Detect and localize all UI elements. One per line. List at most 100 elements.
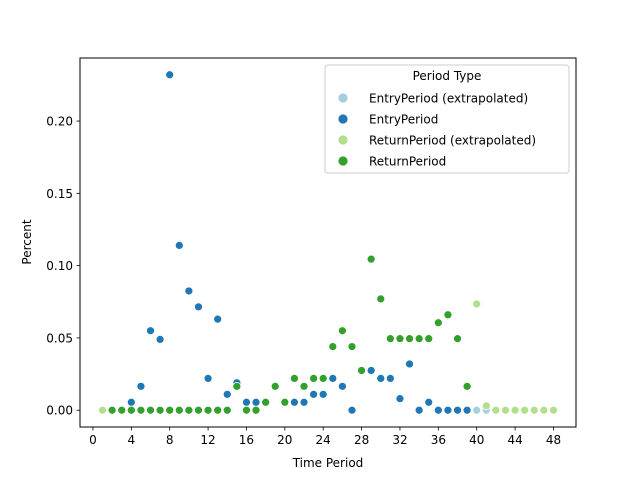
data-point [539,405,549,415]
data-point [261,397,271,407]
data-point [318,374,328,383]
legend-label: ReturnPeriod (extrapolated) [369,134,536,148]
data-point [146,405,155,415]
data-point [203,374,213,383]
data-point [194,302,203,312]
data-point [146,326,155,336]
data-point [213,405,223,415]
data-point [443,310,453,320]
y-axis: 0.00 0.05 0.10 0.15 0.20 [46,115,80,418]
data-point [213,314,223,324]
data-point [414,334,424,344]
series-1 [126,70,472,415]
legend-title: Period Type [413,69,482,83]
legend-marker [337,92,349,104]
y-tick-label: 0.10 [46,259,73,273]
x-tick-label: 32 [392,433,407,447]
x-tick-label: 36 [431,433,446,447]
data-point [501,405,510,415]
data-point [385,334,395,344]
x-tick-label: 12 [200,433,215,447]
data-point [184,286,194,296]
data-point [462,405,472,415]
x-tick-label: 16 [239,433,254,447]
data-point [203,405,213,415]
data-point [251,405,261,415]
data-point [424,334,434,344]
data-point [462,381,472,391]
data-point [155,405,165,415]
data-point [290,397,299,407]
data-point [481,401,491,411]
data-point [520,405,530,415]
data-point [299,381,309,391]
x-axis-label: Time Period [292,456,364,470]
data-point [242,397,251,407]
x-tick-label: 48 [546,433,561,447]
legend-label: EntryPeriod (extrapolated) [369,92,528,106]
data-point [357,366,366,375]
data-point [366,254,376,264]
data-point [222,389,232,399]
legend-box [324,64,570,174]
y-tick-label: 0.20 [46,115,73,129]
y-tick-label: 0.05 [46,331,73,345]
data-point [98,405,107,415]
data-point [318,389,328,399]
data-point [184,405,194,415]
data-point [270,381,280,391]
data-point [395,334,405,344]
legend-marker [337,134,349,146]
legend: Period Type EntryPeriod (extrapolated) En… [324,64,570,174]
series-3 [107,254,472,415]
data-point [376,374,386,383]
data-point [405,334,414,344]
data-point [414,405,424,415]
y-tick-label: 0.15 [46,187,73,201]
data-point [347,342,357,351]
data-point [491,405,501,415]
x-tick-label: 20 [277,433,292,447]
x-tick-label: 28 [354,433,369,447]
data-point [433,318,443,328]
data-point [405,359,414,369]
data-point [251,397,261,407]
data-point [222,405,232,415]
x-tick-label: 40 [469,433,484,447]
x-tick-label: 4 [128,433,136,447]
y-tick-label: 0.00 [46,404,73,418]
data-point [309,389,318,399]
data-point [174,405,184,415]
data-point [107,405,117,415]
data-point [126,397,136,407]
data-point [433,405,443,415]
data-point [453,405,462,415]
x-tick-label: 0 [89,433,97,447]
data-point [453,334,462,344]
data-point [290,374,299,383]
plot-area [98,70,558,415]
data-point [136,405,146,415]
data-point [347,405,357,415]
y-axis-label: Percent [20,219,34,264]
x-tick-label: 44 [507,433,522,447]
data-point [299,397,309,407]
legend-label: ReturnPeriod [369,155,446,169]
data-point [117,405,127,415]
data-point [376,294,386,304]
data-point [280,397,290,407]
data-point [395,394,405,404]
data-point [165,70,175,80]
data-point [472,405,482,415]
data-point [232,381,242,391]
data-point [194,405,203,415]
data-point [242,405,251,415]
plot-frame [79,57,577,428]
x-tick-label: 8 [166,433,174,447]
data-point [328,342,338,351]
data-point [424,397,434,407]
data-point [472,299,482,309]
data-point [155,335,165,344]
data-point [443,405,453,415]
series-2 [98,299,558,415]
